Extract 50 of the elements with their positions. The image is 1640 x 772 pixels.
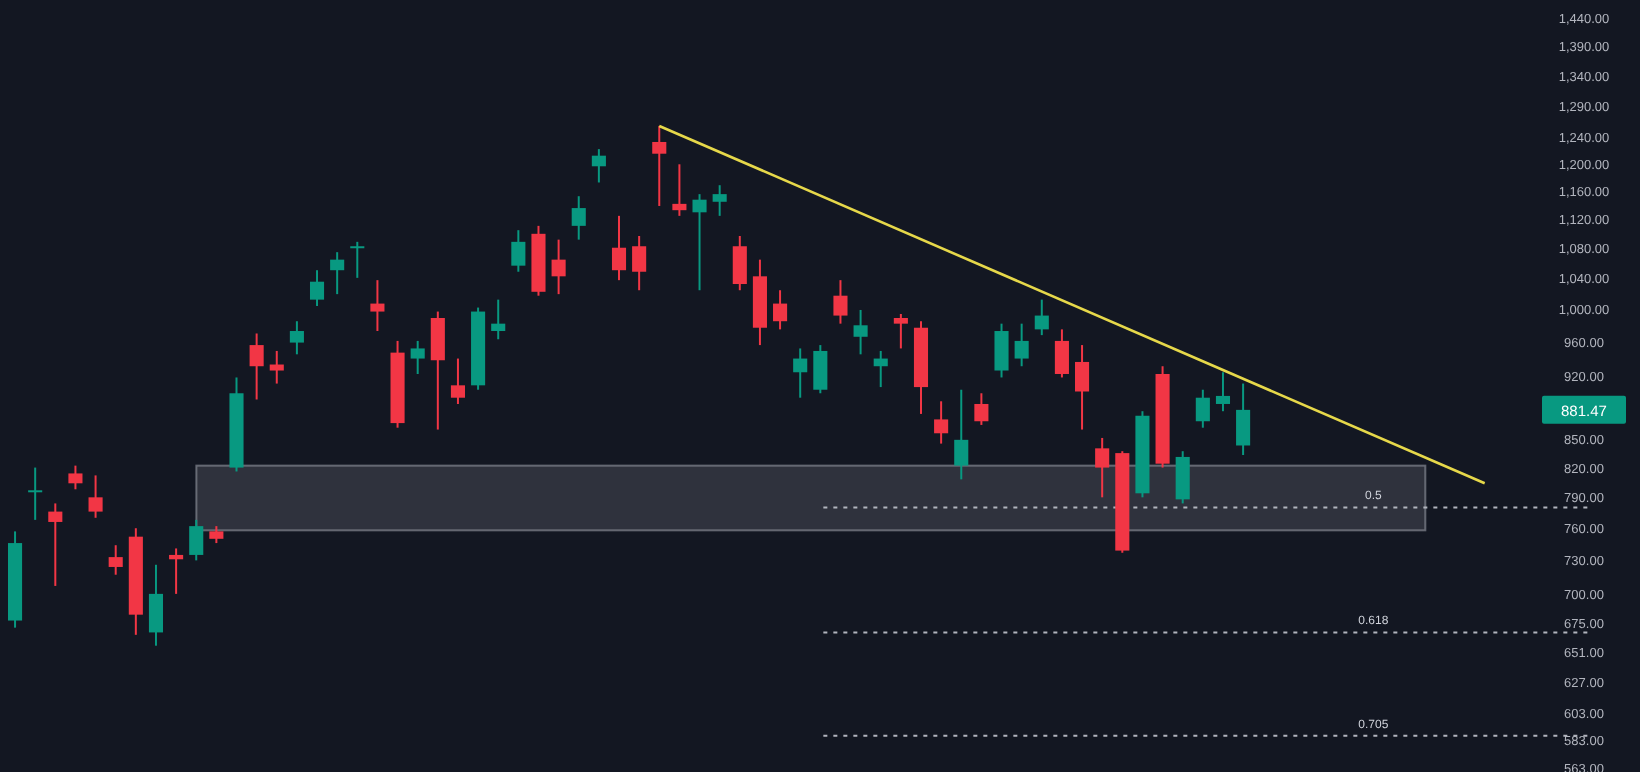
candlestick (1215, 371, 1231, 413)
candlestick (632, 234, 647, 292)
candlestick (934, 400, 949, 445)
candlestick (692, 193, 707, 292)
candlestick (672, 163, 687, 217)
candlestick (450, 357, 465, 405)
candlestick (853, 308, 868, 356)
candlestick (954, 388, 969, 481)
candlestick (410, 339, 425, 375)
candlestick (370, 279, 385, 333)
candlestick (289, 320, 304, 356)
candlestick (1014, 322, 1029, 368)
candlestick (652, 124, 667, 207)
candlestick (189, 518, 204, 562)
candlestick (309, 269, 325, 307)
candlestick (511, 229, 526, 273)
candlestick (430, 310, 445, 431)
candlestick (108, 544, 123, 576)
candlestick (249, 332, 264, 401)
candlestick (1175, 450, 1190, 505)
candlestick (793, 347, 808, 399)
candlestick (813, 344, 828, 395)
candlestick (350, 240, 365, 279)
candlestick (1236, 382, 1251, 457)
candlestick (28, 466, 43, 521)
candlestick (833, 279, 848, 325)
candlestick (773, 289, 788, 331)
candlestick (591, 148, 606, 184)
candlestick (974, 392, 989, 426)
candlestick (88, 474, 103, 519)
candlestick (330, 251, 345, 296)
candlestick (269, 349, 284, 385)
candlestick (1075, 344, 1090, 431)
candlestick (611, 214, 627, 282)
candlestick (1054, 328, 1069, 379)
candlestick (571, 195, 586, 241)
candlestick (48, 502, 63, 587)
candlestick (551, 238, 566, 296)
candlestick (712, 184, 727, 217)
candlestick (169, 547, 184, 595)
candlestick (732, 234, 747, 292)
candlestick (1034, 298, 1049, 337)
candlestick (893, 312, 908, 350)
candlestick (1095, 436, 1110, 499)
candlestick (873, 349, 888, 389)
candlestick (148, 563, 164, 647)
candlestick (1195, 388, 1210, 429)
candlestick (994, 322, 1009, 379)
candlestick (68, 464, 83, 491)
candlestick (491, 298, 506, 341)
